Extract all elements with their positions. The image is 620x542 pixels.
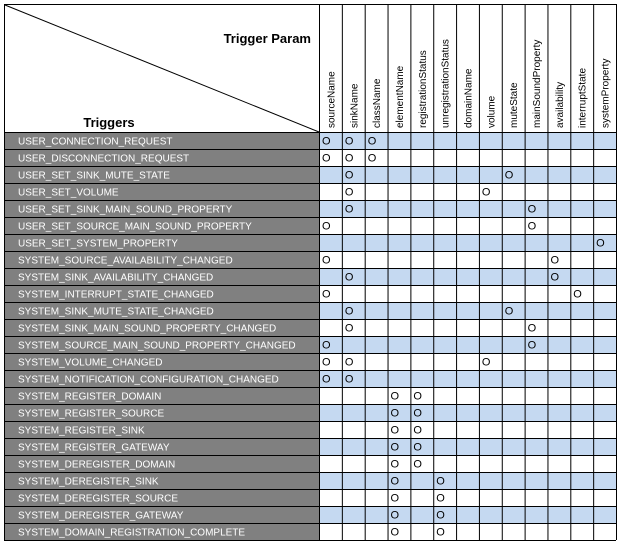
column-header: domainName bbox=[464, 68, 475, 128]
trigger-label: SYSTEM_REGISTER_SOURCE bbox=[18, 409, 164, 420]
column-header: mainSoundProperty bbox=[532, 40, 543, 128]
trigger-label: SYSTEM_VOLUME_CHANGED bbox=[18, 358, 162, 369]
trigger-label: SYSTEM_REGISTER_GATEWAY bbox=[18, 443, 170, 454]
param-mark: O bbox=[596, 238, 605, 250]
param-mark: O bbox=[391, 510, 400, 522]
param-mark: O bbox=[322, 255, 331, 267]
trigger-label: SYSTEM_REGISTER_SINK bbox=[18, 426, 145, 437]
trigger-label: USER_SET_SINK_MUTE_STATE bbox=[18, 171, 170, 182]
trigger-label: USER_SET_SYSTEM_PROPERTY bbox=[18, 239, 178, 250]
param-mark: O bbox=[391, 425, 400, 437]
cell-backgrounds bbox=[4, 4, 616, 540]
trigger-label: USER_DISCONNECTION_REQUEST bbox=[18, 154, 189, 165]
trigger-label: USER_SET_VOLUME bbox=[18, 188, 119, 199]
param-mark: O bbox=[322, 340, 331, 352]
param-mark: O bbox=[413, 391, 422, 403]
param-mark: O bbox=[345, 170, 354, 182]
param-mark: O bbox=[436, 476, 445, 488]
param-mark: O bbox=[391, 476, 400, 488]
param-mark: O bbox=[528, 340, 537, 352]
trigger-label: SYSTEM_SOURCE_MAIN_SOUND_PROPERTY_CHANGE… bbox=[18, 341, 296, 352]
trigger-label: SYSTEM_SINK_AVAILABILITY_CHANGED bbox=[18, 273, 213, 284]
param-mark: O bbox=[413, 442, 422, 454]
column-header: interruptState bbox=[578, 68, 589, 128]
param-mark: O bbox=[322, 153, 331, 165]
column-header: sinkName bbox=[349, 83, 360, 128]
param-mark: O bbox=[505, 170, 514, 182]
trigger-label: SYSTEM_NOTIFICATION_CONFIGURATION_CHANGE… bbox=[18, 375, 279, 386]
column-header: availability bbox=[555, 82, 566, 128]
param-mark: O bbox=[482, 187, 491, 199]
column-headers: sourceName sinkName className elementName re… bbox=[326, 39, 611, 128]
trigger-label: USER_SET_SINK_MAIN_SOUND_PROPERTY bbox=[18, 205, 233, 216]
trigger-label: SYSTEM_SINK_MUTE_STATE_CHANGED bbox=[18, 307, 214, 318]
trigger-label: SYSTEM_DEREGISTER_DOMAIN bbox=[18, 460, 175, 471]
param-mark: O bbox=[322, 374, 331, 386]
param-mark: O bbox=[345, 204, 354, 216]
param-mark: O bbox=[368, 136, 377, 148]
trigger-label: SYSTEM_DEREGISTER_GATEWAY bbox=[18, 511, 184, 522]
param-mark: O bbox=[391, 459, 400, 471]
column-header: volume bbox=[486, 95, 497, 128]
column-header: unregistrationStatus bbox=[441, 39, 452, 128]
param-mark: O bbox=[345, 306, 354, 318]
param-mark: O bbox=[528, 323, 537, 335]
param-mark: O bbox=[528, 204, 537, 216]
param-mark: O bbox=[550, 255, 559, 267]
param-mark: O bbox=[345, 272, 354, 284]
column-header: sourceName bbox=[326, 71, 337, 128]
param-mark: O bbox=[391, 391, 400, 403]
param-mark: O bbox=[482, 357, 491, 369]
param-mark: O bbox=[345, 136, 354, 148]
header-corner-diagonal bbox=[4, 4, 320, 133]
param-mark: O bbox=[413, 459, 422, 471]
trigger-label: SYSTEM_SOURCE_AVAILABILITY_CHANGED bbox=[18, 256, 233, 267]
trigger-label: USER_CONNECTION_REQUEST bbox=[18, 137, 172, 148]
param-mark: O bbox=[322, 221, 331, 233]
param-mark: O bbox=[391, 527, 400, 539]
trigger-label: SYSTEM_SINK_MAIN_SOUND_PROPERTY_CHANGED bbox=[18, 324, 276, 335]
param-mark: O bbox=[413, 425, 422, 437]
param-mark: O bbox=[345, 187, 354, 199]
column-header: systemProperty bbox=[601, 59, 612, 128]
param-mark: O bbox=[345, 374, 354, 386]
param-mark: O bbox=[345, 357, 354, 369]
grid-lines bbox=[4, 4, 617, 541]
param-mark: O bbox=[505, 306, 514, 318]
param-mark: O bbox=[436, 527, 445, 539]
column-axis-label: Trigger Param bbox=[224, 31, 311, 46]
column-header: muteState bbox=[509, 82, 520, 128]
trigger-label: SYSTEM_DEREGISTER_SINK bbox=[18, 477, 159, 488]
trigger-label: SYSTEM_REGISTER_DOMAIN bbox=[18, 392, 161, 403]
param-mark: O bbox=[413, 408, 422, 420]
param-mark: O bbox=[322, 289, 331, 301]
param-mark: O bbox=[436, 510, 445, 522]
param-mark: O bbox=[322, 357, 331, 369]
param-mark: O bbox=[345, 153, 354, 165]
marks: O O OO O OO OO OO OO OOO OO OO OO OO OO OO O OO OO OO OO OO O… bbox=[322, 136, 605, 539]
trigger-label: SYSTEM_DEREGISTER_SOURCE bbox=[18, 494, 178, 505]
param-mark: O bbox=[391, 442, 400, 454]
param-mark: O bbox=[573, 289, 582, 301]
param-mark: O bbox=[322, 136, 331, 148]
param-mark: O bbox=[391, 493, 400, 505]
trigger-label: SYSTEM_INTERRUPT_STATE_CHANGED bbox=[18, 290, 214, 301]
param-mark: O bbox=[345, 323, 354, 335]
param-mark: O bbox=[528, 221, 537, 233]
column-header: className bbox=[372, 78, 383, 128]
param-mark: O bbox=[368, 153, 377, 165]
trigger-label: SYSTEM_DOMAIN_REGISTRATION_COMPLETE bbox=[18, 528, 245, 539]
param-mark: O bbox=[436, 493, 445, 505]
column-header: elementName bbox=[395, 65, 406, 128]
param-mark: O bbox=[550, 272, 559, 284]
trigger-label: USER_SET_SOURCE_MAIN_SOUND_PROPERTY bbox=[18, 222, 252, 233]
trigger-labels: USER_CONNECTION_REQUEST USER_DISCONNECTIO… bbox=[18, 137, 296, 539]
param-mark: O bbox=[391, 408, 400, 420]
column-header: registrationStatus bbox=[418, 50, 429, 128]
row-axis-label: Triggers bbox=[83, 115, 134, 130]
